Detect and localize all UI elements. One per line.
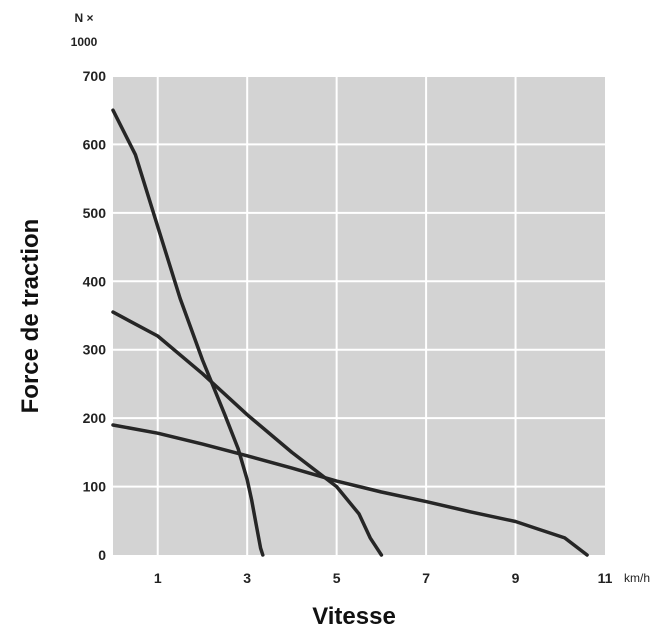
y-unit-line1: N × (74, 11, 93, 25)
x-tick-labels: 1 3 5 7 9 11 (154, 570, 613, 586)
y-tick-label: 0 (98, 547, 106, 563)
x-tick-label: 1 (154, 570, 162, 586)
series-line-3 (111, 423, 589, 557)
x-unit-label: km/h (624, 571, 650, 585)
x-tick-label: 5 (333, 570, 341, 586)
y-tick-label: 200 (83, 410, 107, 426)
series-lines (111, 108, 589, 557)
y-tick-labels: 0 100 200 300 400 500 600 700 (83, 68, 107, 563)
grid (113, 75, 605, 555)
y-tick-label: 700 (83, 68, 107, 84)
plot-background (113, 76, 605, 555)
y-tick-label: 600 (83, 136, 107, 152)
y-unit-line2: 1000 (71, 35, 98, 49)
y-tick-label: 400 (83, 273, 107, 289)
y-tick-label: 300 (83, 342, 107, 358)
x-tick-label: 7 (422, 570, 430, 586)
series-line-2 (111, 310, 384, 557)
x-tick-label: 11 (598, 570, 613, 586)
x-tick-label: 9 (512, 570, 520, 586)
series-line-1 (111, 108, 265, 557)
x-tick-label: 3 (243, 570, 251, 586)
x-axis-title: Vitesse (312, 603, 396, 629)
y-axis-title: Force de traction (17, 219, 44, 414)
y-tick-label: 100 (83, 479, 107, 495)
y-tick-label: 500 (83, 205, 107, 221)
